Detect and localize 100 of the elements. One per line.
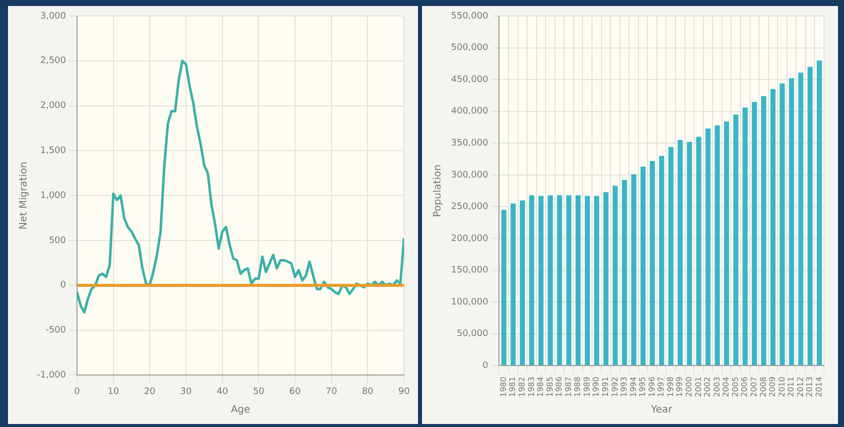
x-tick-label: 1991 bbox=[601, 376, 610, 397]
x-tick-label: 2004 bbox=[722, 376, 731, 397]
x-tick-label: 2011 bbox=[786, 376, 796, 397]
bar bbox=[705, 128, 711, 366]
x-tick-label: 2013 bbox=[805, 376, 814, 397]
x-tick-label: 1983 bbox=[526, 376, 536, 397]
y-tick-label: 3,000 bbox=[40, 11, 66, 22]
x-tick-label: 1982 bbox=[517, 376, 526, 397]
bar bbox=[714, 125, 720, 366]
y-tick-label: 450,000 bbox=[451, 74, 488, 85]
bar bbox=[678, 140, 683, 366]
bar bbox=[640, 166, 646, 366]
y-tick-label: 200,000 bbox=[451, 234, 488, 244]
bar bbox=[780, 83, 785, 366]
y-tick-label: -500 bbox=[46, 326, 66, 336]
y-tick-label: 250,000 bbox=[451, 202, 488, 212]
x-tick-label: 70 bbox=[326, 386, 338, 397]
bar bbox=[576, 195, 581, 366]
bar bbox=[788, 78, 794, 366]
x-tick-label: 10 bbox=[108, 386, 120, 397]
y-tick-label: 350,000 bbox=[451, 138, 488, 148]
bar bbox=[668, 146, 674, 366]
x-tick-label: 30 bbox=[180, 386, 192, 397]
bar bbox=[538, 196, 544, 366]
bar bbox=[631, 174, 636, 366]
bar bbox=[816, 60, 822, 366]
x-tick-label: 1985 bbox=[545, 376, 554, 397]
y-axis-title: Net Migration bbox=[18, 162, 30, 230]
x-tick-label: 90 bbox=[398, 386, 410, 397]
bar bbox=[761, 96, 766, 366]
x-tick-label: 1987 bbox=[564, 376, 573, 397]
bar bbox=[742, 108, 748, 366]
x-axis-title: Age bbox=[230, 404, 250, 416]
bar bbox=[798, 72, 804, 366]
y-tick-label: -1,000 bbox=[36, 370, 66, 381]
x-tick-label: 1989 bbox=[582, 376, 592, 397]
x-tick-label: 2000 bbox=[684, 376, 694, 397]
x-tick-label: 1998 bbox=[666, 376, 675, 397]
bar bbox=[724, 122, 730, 366]
x-tick-label: 1997 bbox=[656, 376, 666, 397]
x-tick-label: 1986 bbox=[554, 376, 564, 397]
bar bbox=[696, 136, 702, 366]
x-tick-label: 20 bbox=[144, 386, 156, 397]
y-tick-label: 550,000 bbox=[451, 11, 488, 22]
bar bbox=[501, 210, 506, 366]
x-tick-label: 1993 bbox=[620, 376, 629, 397]
x-tick-label: 50 bbox=[252, 386, 265, 397]
bar bbox=[686, 142, 692, 366]
x-tick-label: 80 bbox=[362, 386, 374, 397]
x-tick-label: 1988 bbox=[573, 376, 582, 397]
bar bbox=[650, 160, 655, 366]
bar bbox=[510, 204, 516, 366]
bar bbox=[770, 89, 776, 366]
x-tick-label: 2003 bbox=[712, 376, 722, 397]
y-tick-label: 150,000 bbox=[451, 266, 488, 276]
y-tick-label: 1,000 bbox=[40, 190, 66, 201]
bar bbox=[520, 200, 525, 366]
x-tick-label: 1990 bbox=[592, 376, 601, 397]
x-axis-title: Year bbox=[650, 404, 674, 416]
x-tick-label: 1981 bbox=[508, 376, 518, 397]
y-tick-label: 100,000 bbox=[451, 297, 488, 308]
y-tick-label: 400,000 bbox=[451, 106, 488, 117]
x-tick-label: 1984 bbox=[536, 376, 546, 397]
x-tick-label: 1980 bbox=[498, 376, 508, 397]
y-tick-label: 0 bbox=[60, 280, 66, 291]
bar bbox=[808, 66, 813, 366]
y-tick-label: 1,500 bbox=[40, 146, 66, 156]
y-tick-label: 500,000 bbox=[451, 43, 488, 54]
x-tick-label: 2001 bbox=[694, 376, 703, 397]
x-tick-label: 1992 bbox=[610, 376, 620, 397]
x-tick-label: 1994 bbox=[628, 376, 638, 397]
bar bbox=[566, 195, 572, 366]
x-tick-label: 2006 bbox=[740, 376, 750, 397]
x-tick-label: 2012 bbox=[796, 376, 805, 397]
bar bbox=[529, 195, 534, 366]
x-tick-label: 2010 bbox=[777, 376, 786, 397]
bar bbox=[622, 180, 628, 366]
bar bbox=[594, 196, 600, 366]
bar bbox=[548, 195, 553, 366]
bar bbox=[612, 186, 618, 366]
x-tick-label: 2005 bbox=[730, 376, 740, 397]
y-tick-label: 2,500 bbox=[40, 56, 66, 66]
x-tick-label: 1995 bbox=[638, 376, 648, 397]
y-tick-label: 300,000 bbox=[451, 170, 488, 180]
x-tick-label: 40 bbox=[216, 386, 228, 397]
x-tick-label: 2009 bbox=[768, 376, 778, 397]
x-tick-label: 1996 bbox=[647, 376, 656, 397]
bar bbox=[556, 195, 562, 366]
y-tick-label: 0 bbox=[482, 360, 488, 371]
bar bbox=[752, 102, 757, 366]
y-tick-label: 500 bbox=[48, 236, 66, 246]
x-tick-label: 2007 bbox=[749, 376, 758, 397]
y-tick-label: 2,000 bbox=[40, 101, 66, 112]
bar bbox=[733, 114, 738, 366]
bar bbox=[603, 192, 608, 366]
x-tick-label: 0 bbox=[74, 386, 80, 397]
bar bbox=[584, 196, 590, 366]
y-tick-label: 50,000 bbox=[456, 329, 488, 340]
x-tick-label: 2014 bbox=[814, 376, 824, 397]
x-tick-label: 2008 bbox=[758, 376, 768, 397]
